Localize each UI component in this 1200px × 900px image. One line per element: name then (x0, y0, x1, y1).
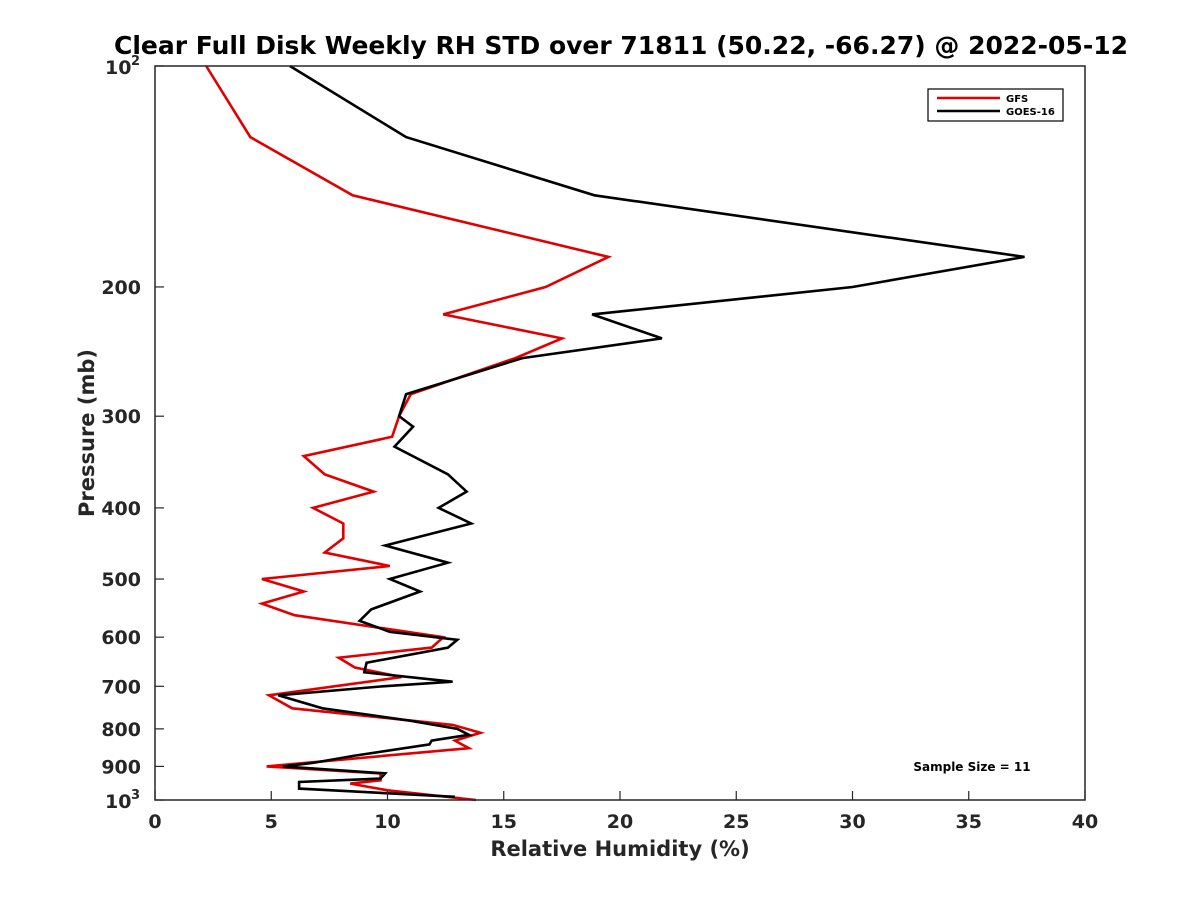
y-tick-label: 10 (105, 791, 131, 813)
x-tick-label: 40 (1072, 811, 1098, 833)
y-tick-exponent: 3 (131, 788, 140, 803)
series-line-goes-16 (277, 64, 1025, 799)
x-axis-label: Relative Humidity (%) (490, 837, 749, 861)
x-tick-label: 25 (723, 811, 749, 833)
x-tick-label: 5 (265, 811, 278, 833)
chart-title: Clear Full Disk Weekly RH STD over 71811… (114, 31, 1128, 60)
y-tick-label: 300 (101, 406, 141, 428)
y-tick-exponent: 2 (131, 54, 140, 69)
y-tick-label: 400 (101, 498, 141, 520)
y-tick-label: 700 (101, 676, 141, 698)
x-tick-label: 15 (491, 811, 517, 833)
y-tick-label: 800 (101, 719, 141, 741)
series-line-gfs (205, 65, 613, 802)
y-tick-label: 500 (101, 569, 141, 591)
x-tick-label: 10 (374, 811, 400, 833)
x-tick-label: 0 (148, 811, 161, 833)
legend-label-goes-16: GOES-16 (1006, 107, 1055, 118)
y-tick-label: 10 (105, 57, 131, 79)
x-tick-label: 20 (607, 811, 633, 833)
x-tick-label: 30 (839, 811, 865, 833)
x-axis: 0 5 10 15 20 25 30 35 40 (148, 791, 1098, 833)
y-tick-label: 600 (101, 627, 141, 649)
sample-size-annotation: Sample Size = 11 (913, 760, 1030, 774)
x-tick-label: 35 (956, 811, 982, 833)
legend-label-gfs: GFS (1006, 94, 1028, 105)
plot-area: 0 5 10 15 20 25 30 35 40 10 220030040050060070080… (101, 54, 1098, 833)
y-axis-label: Pressure (mb) (75, 349, 99, 517)
y-tick-label: 900 (101, 756, 141, 778)
legend-box (927, 88, 1064, 122)
series-layer (205, 64, 1025, 802)
y-tick-label: 200 (101, 277, 141, 299)
legend: GFS GOES-16 (927, 88, 1064, 122)
